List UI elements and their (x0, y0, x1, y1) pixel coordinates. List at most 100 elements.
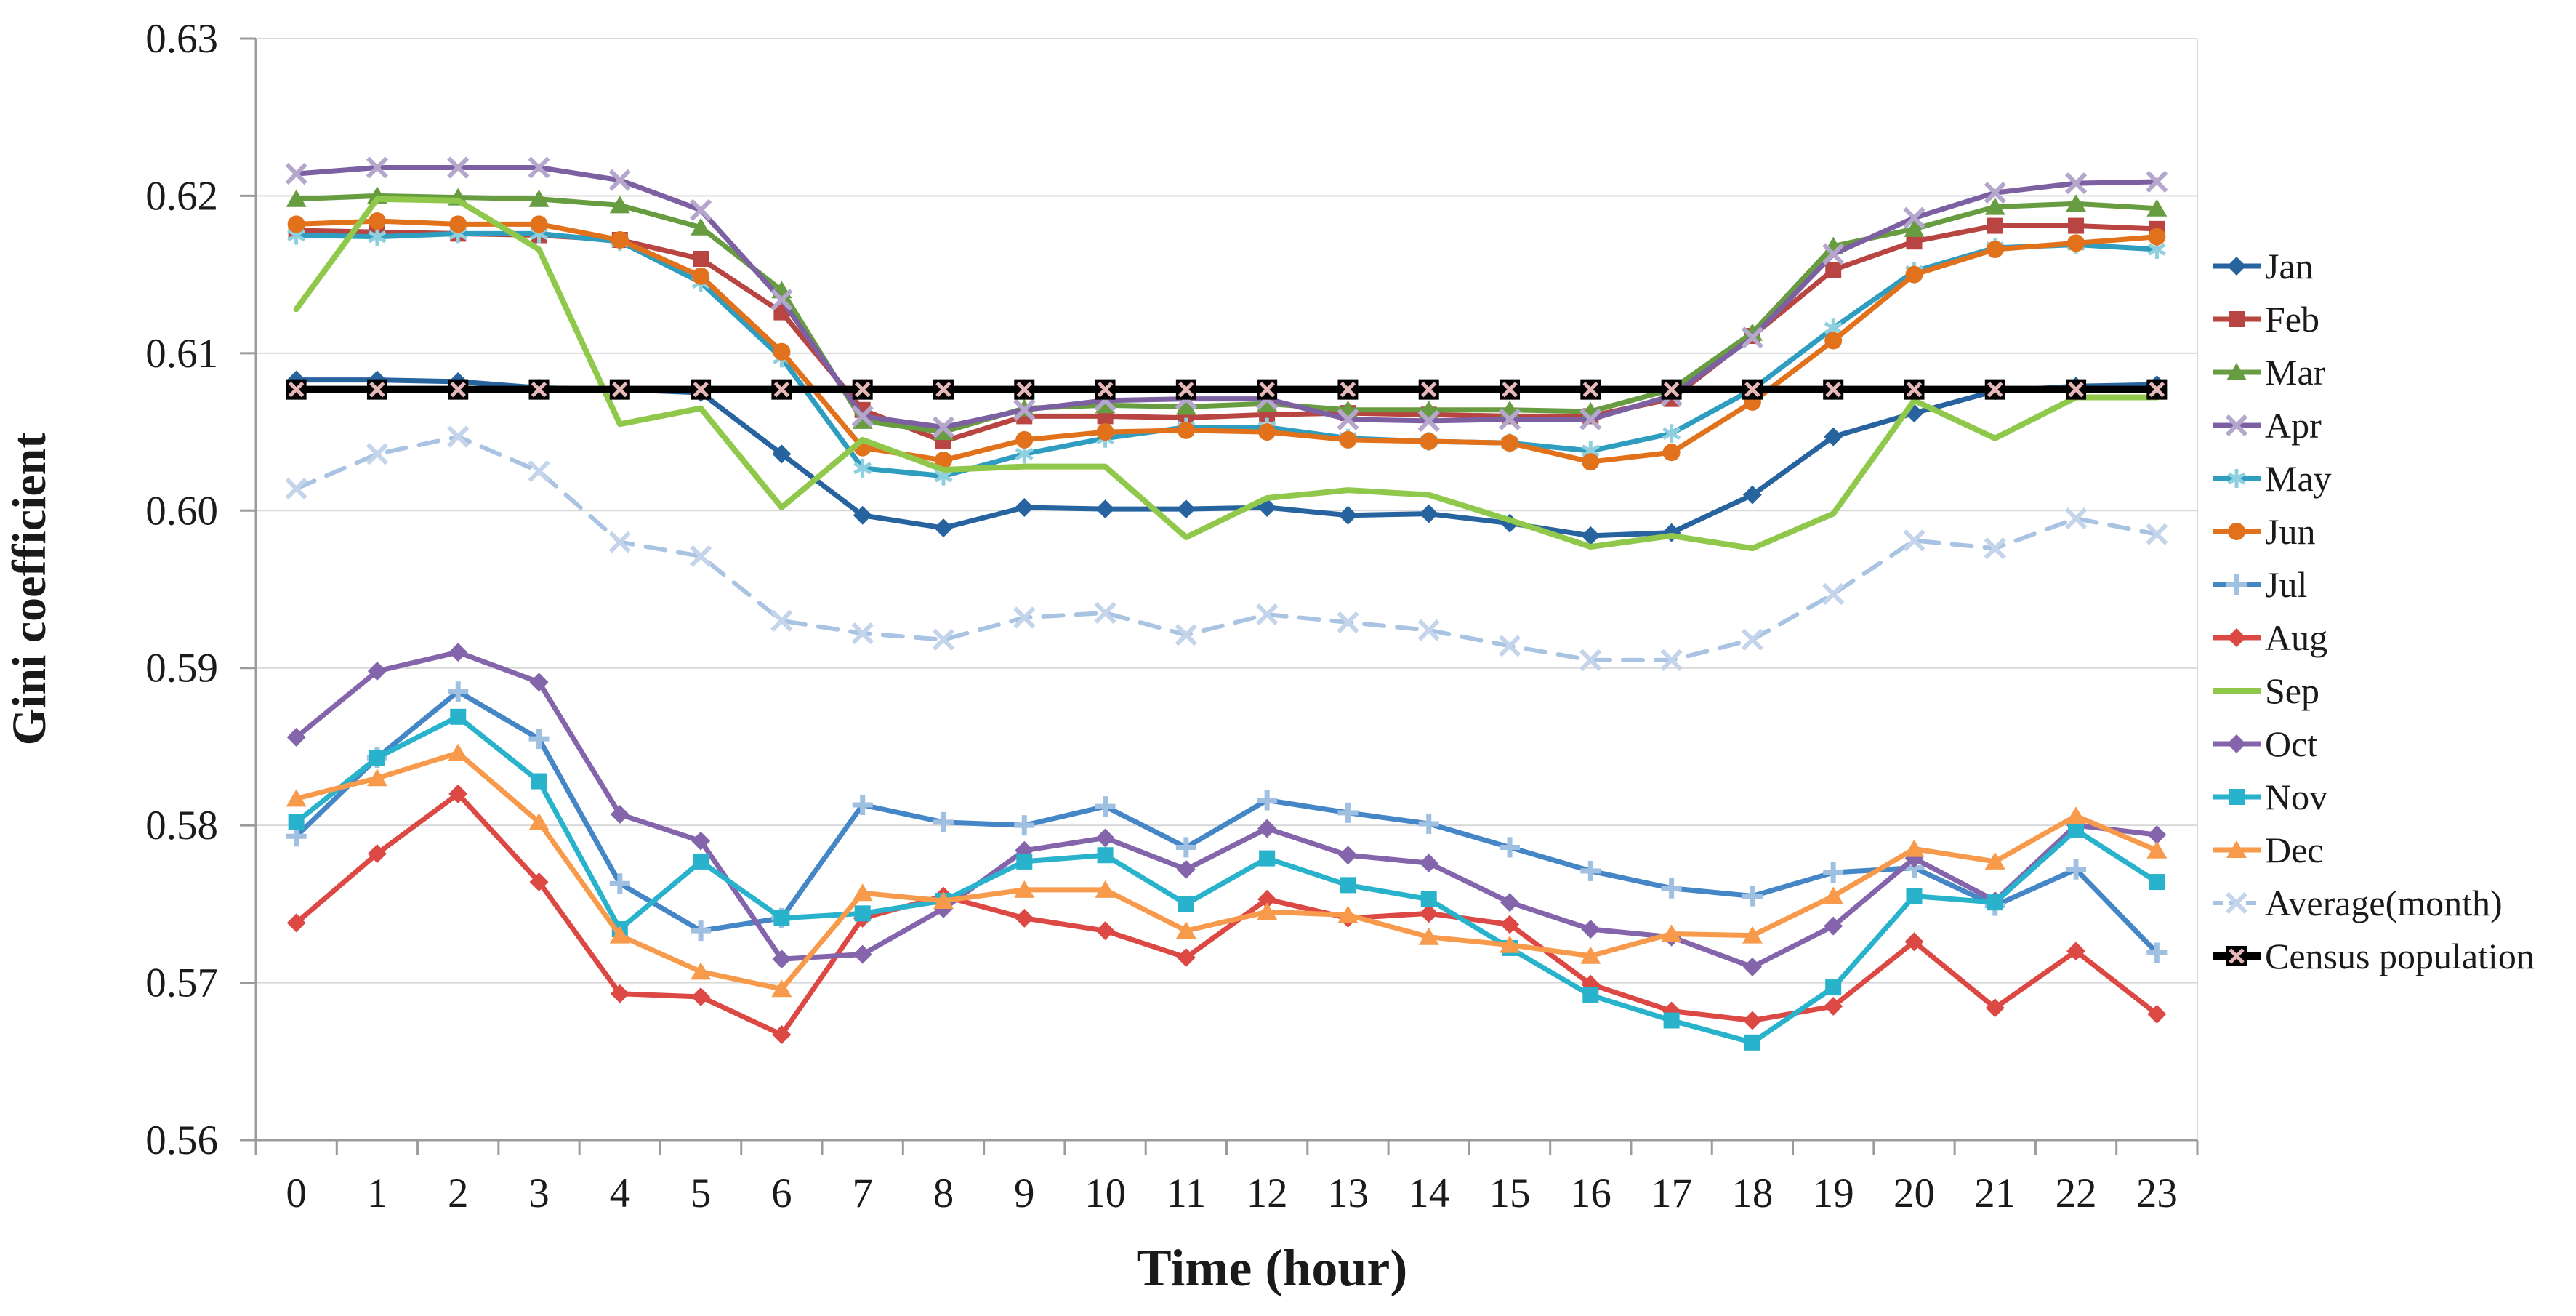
marker-x (2064, 172, 2088, 195)
marker-square (1663, 1012, 1680, 1029)
marker-circle (2148, 228, 2166, 246)
legend-item-feb: Feb (2213, 299, 2319, 340)
marker-diamond (610, 984, 629, 1003)
marker-diamond (2066, 942, 2086, 961)
marker-circle (449, 215, 467, 233)
y-tick-label: 0.58 (145, 803, 218, 848)
x-tick-label: 21 (1974, 1171, 2016, 1216)
marker-triangle (1500, 935, 1521, 953)
x-tick-label: 1 (367, 1171, 388, 1216)
series-line (294, 230, 2160, 479)
marker-square (1744, 1034, 1760, 1051)
marker-triangle (1418, 927, 1439, 945)
legend-label: Jan (2265, 246, 2314, 286)
marker-triangle (933, 891, 954, 910)
marker-x (2064, 507, 2088, 530)
marker-diamond (2147, 825, 2167, 845)
marker-diamond (1985, 998, 2005, 1018)
marker-diamond (1500, 893, 1520, 912)
marker-diamond (1419, 854, 1438, 873)
legend-item-oct: Oct (2213, 723, 2317, 764)
marker-triangle (1904, 219, 1925, 237)
marker-circle (1986, 241, 2004, 259)
marker-square (1906, 888, 1923, 904)
marker-square (288, 814, 305, 830)
marker-box-x (1016, 381, 1033, 398)
marker-circle (2067, 234, 2085, 252)
marker-diamond (853, 944, 872, 964)
marker-asterisk (2147, 243, 2166, 256)
series-line (294, 218, 2160, 465)
marker-square (2068, 822, 2085, 838)
marker-triangle (852, 411, 873, 429)
marker-diamond (772, 1024, 792, 1044)
marker-triangle (286, 789, 307, 807)
marker-diamond (1338, 846, 1358, 865)
marker-triangle (1095, 880, 1116, 898)
x-tick-label: 5 (691, 1171, 712, 1216)
marker-diamond (367, 662, 387, 681)
marker-box-x (1987, 381, 2003, 398)
marker-diamond (2227, 257, 2246, 276)
x-tick-label: 18 (1731, 1171, 1773, 1216)
marker-square (1097, 847, 1114, 864)
marker-triangle (1984, 197, 2005, 215)
marker-triangle (1823, 886, 1844, 904)
marker-square (2229, 311, 2245, 327)
marker-diamond (1742, 957, 1762, 976)
marker-triangle (1984, 851, 2005, 870)
marker-x (1903, 529, 1925, 552)
marker-square (1987, 217, 2003, 234)
marker-asterisk (1662, 427, 1681, 440)
x-tick-label: 0 (286, 1171, 307, 1216)
marker-triangle (528, 189, 550, 207)
marker-triangle (691, 962, 712, 980)
marker-diamond (1742, 1011, 1762, 1030)
x-tick-label: 8 (933, 1171, 954, 1216)
y-tick-label: 0.60 (145, 488, 218, 534)
y-tick-label: 0.57 (145, 960, 218, 1006)
marker-triangle (2146, 198, 2168, 217)
marker-triangle (1904, 839, 1925, 857)
marker-x (1741, 628, 1764, 651)
marker-circle (368, 212, 386, 230)
marker-triangle (1742, 926, 1763, 944)
marker-x (1094, 601, 1116, 625)
marker-square (2149, 874, 2165, 891)
x-tick-label: 6 (771, 1171, 792, 1216)
marker-triangle (1257, 902, 1278, 920)
marker-diamond (1824, 997, 1843, 1016)
marker-x (1660, 649, 1683, 672)
marker-diamond (1419, 504, 1438, 523)
marker-diamond (772, 950, 792, 969)
x-tick-label: 9 (1014, 1171, 1035, 1216)
marker-diamond (286, 727, 306, 747)
marker-square (1178, 896, 1194, 912)
plot-area: 0.630.620.610.600.590.580.570.560 1 2 3 4 5 6 7… (145, 16, 2199, 1216)
marker-diamond (1095, 828, 1115, 848)
marker-diamond (1257, 889, 1277, 909)
y-tick-label: 0.61 (145, 331, 218, 377)
marker-circle (1339, 430, 1357, 449)
marker-triangle (1337, 905, 1359, 923)
marker-x (285, 163, 307, 185)
marker-circle (1662, 444, 1681, 462)
marker-diamond (1419, 904, 1438, 923)
marker-diamond (853, 505, 872, 525)
marker-x (1741, 326, 1764, 349)
marker-box-x (1582, 381, 1599, 398)
x-tick-label: 3 (528, 1171, 550, 1216)
marker-x (770, 609, 793, 632)
marker-box-x (693, 381, 709, 398)
x-tick-label: 17 (1651, 1171, 1692, 1216)
marker-x (1417, 619, 1440, 641)
x-tick-label: 23 (2136, 1171, 2178, 1216)
marker-x (366, 443, 389, 465)
legend-item-average-month-: Average(month) (2213, 883, 2503, 923)
marker-x (1822, 243, 1845, 265)
marker-box-x (1178, 381, 1194, 398)
series-line (294, 750, 2160, 992)
legend-label: Oct (2265, 723, 2317, 764)
marker-diamond (529, 872, 549, 892)
marker-diamond (1581, 526, 1601, 545)
